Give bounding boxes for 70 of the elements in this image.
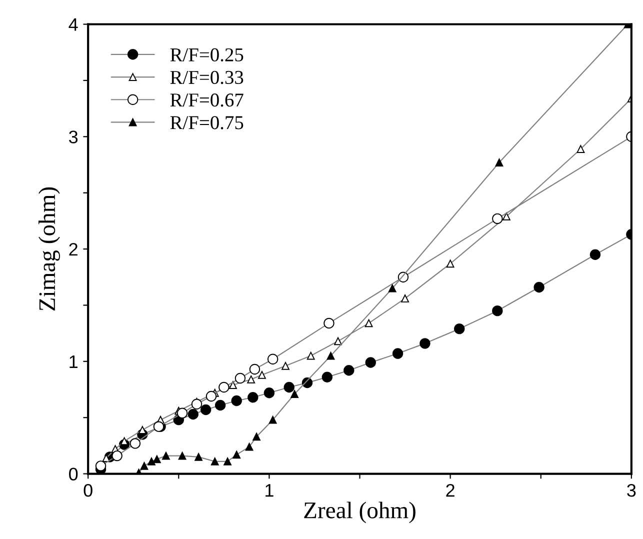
- point: [576, 145, 585, 153]
- x-tick-label: 2: [446, 484, 454, 497]
- point: [138, 426, 146, 434]
- x-tick-label: 0: [84, 484, 92, 497]
- point: [224, 457, 232, 466]
- y-axis-title: Zimag (ohm): [38, 187, 60, 311]
- point: [420, 338, 430, 349]
- point: [140, 462, 148, 470]
- point: [364, 319, 373, 328]
- point: [446, 260, 454, 268]
- point: [290, 390, 299, 398]
- point: [388, 284, 396, 292]
- point: [268, 416, 277, 424]
- point: [365, 357, 376, 368]
- point: [492, 305, 503, 316]
- point: [401, 294, 409, 302]
- point: [188, 408, 198, 420]
- point: [306, 352, 315, 360]
- point: [178, 452, 186, 460]
- y-tick-label: 4: [68, 18, 78, 31]
- point: [590, 249, 601, 260]
- point: [249, 364, 260, 375]
- point: [232, 450, 241, 459]
- point: [495, 158, 504, 166]
- y-tick-label: 3: [69, 130, 78, 144]
- point: [282, 362, 290, 370]
- legend-label: R/F=0.75: [170, 116, 244, 130]
- point: [454, 323, 465, 334]
- legend-label: R/F=0.25: [170, 48, 244, 62]
- point: [176, 408, 188, 418]
- y-tick-label: 1: [70, 356, 78, 368]
- point: [245, 442, 254, 451]
- point: [194, 452, 203, 461]
- point: [284, 382, 294, 393]
- point: [162, 452, 170, 460]
- point: [218, 382, 230, 393]
- point: [492, 213, 503, 224]
- point: [502, 212, 510, 220]
- point: [148, 457, 156, 466]
- point: [234, 372, 246, 384]
- x-tick-label: 3: [627, 484, 636, 497]
- x-axis-title: Zreal (ohm): [304, 502, 416, 524]
- point: [248, 392, 258, 403]
- point: [214, 400, 226, 411]
- y-tick-label: 0: [69, 468, 78, 480]
- point: [334, 337, 342, 346]
- point: [324, 318, 334, 329]
- point: [206, 390, 217, 402]
- point: [392, 348, 404, 359]
- point: [229, 381, 237, 389]
- legend-label: R/F=0.67: [170, 93, 244, 107]
- point: [322, 372, 333, 382]
- point: [258, 370, 266, 379]
- point: [112, 450, 122, 462]
- point: [267, 354, 278, 364]
- point: [326, 352, 335, 360]
- point: [152, 455, 161, 464]
- point: [252, 432, 260, 441]
- point: [231, 395, 242, 406]
- point: [534, 282, 544, 293]
- y-tick-label: 2: [69, 242, 78, 256]
- point: [264, 388, 275, 398]
- point: [210, 457, 219, 466]
- x-tick-label: 1: [266, 484, 274, 497]
- legend-label: R/F=0.33: [170, 70, 244, 84]
- point: [344, 365, 354, 376]
- point: [130, 438, 141, 449]
- point: [200, 404, 212, 416]
- point: [247, 375, 256, 384]
- point: [191, 398, 202, 410]
